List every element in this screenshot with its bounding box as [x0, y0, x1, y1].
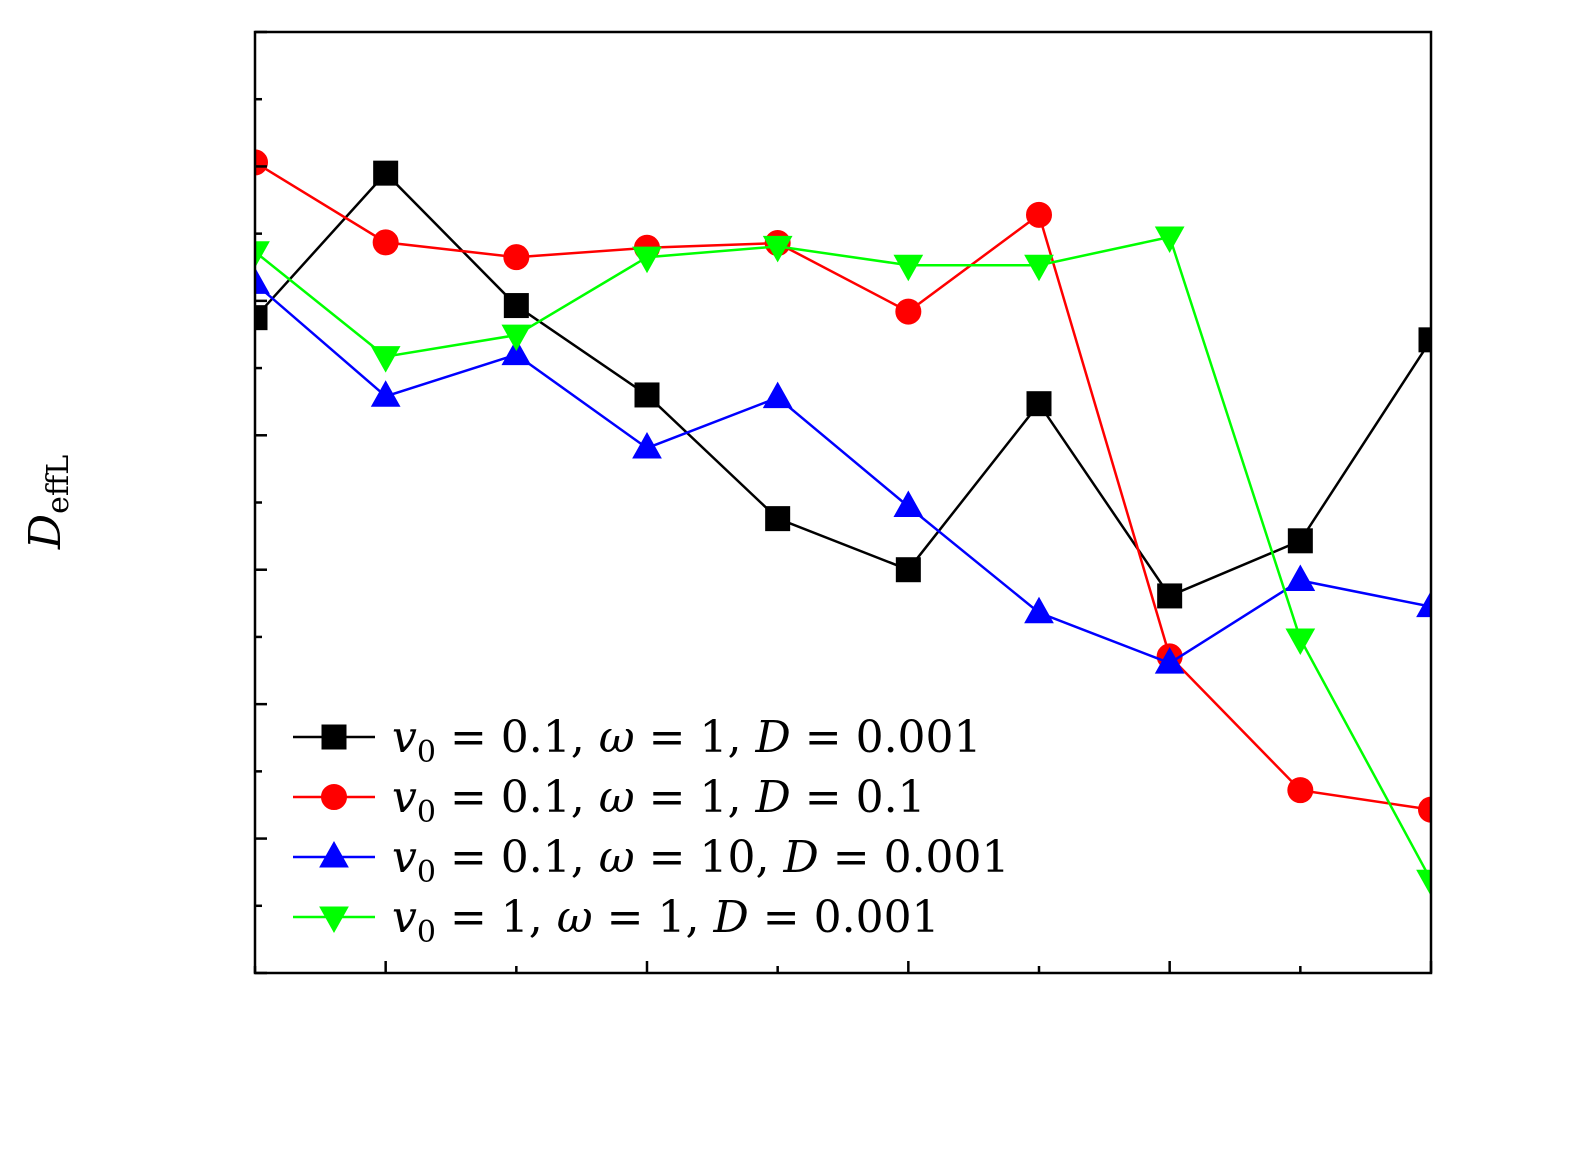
series-2-point	[1026, 201, 1052, 228]
series-3-point	[1285, 564, 1316, 591]
series-4-point	[1154, 226, 1185, 254]
series-3-point	[1416, 590, 1431, 618]
series-1-point	[255, 305, 268, 331]
series-2-point	[1287, 777, 1314, 804]
series-3-point	[501, 338, 532, 366]
legend-label-4: v0 = 1, ω = 1, D = 0.001	[392, 892, 940, 950]
series-1-line	[255, 171, 1431, 598]
series-1-point	[634, 382, 660, 408]
series-3-point	[1024, 596, 1054, 624]
series-1-point	[373, 160, 399, 186]
series-3-point	[255, 267, 270, 294]
series-3-point	[1154, 647, 1185, 674]
legend-marker-4	[319, 906, 349, 934]
series-4-point	[370, 346, 401, 373]
series-4-point	[762, 235, 793, 263]
series-4-point	[1285, 628, 1316, 655]
legend-marker-3	[319, 840, 349, 868]
series-2-point	[503, 244, 530, 271]
series-2-line	[255, 161, 1431, 811]
legend-marker-2	[321, 784, 347, 810]
series-4-point	[1416, 869, 1431, 897]
series-3-point	[893, 490, 924, 518]
series-3-point	[762, 381, 793, 409]
legend-marker-1	[321, 724, 347, 750]
series-3-point	[632, 432, 662, 459]
series-3-line	[255, 282, 1431, 665]
series-4-line	[255, 235, 1431, 881]
series-2-point	[372, 229, 399, 256]
series-1-point	[1157, 583, 1183, 609]
series-1-point	[503, 293, 529, 319]
series-1-point	[1418, 327, 1431, 353]
legend-label-3: v0 = 0.1, ω = 10, D = 0.001	[392, 832, 1010, 890]
legend-label-1: v0 = 0.1, ω = 1, D = 0.001	[392, 712, 982, 770]
series-4-point	[893, 254, 924, 282]
series-4-point	[1024, 254, 1054, 282]
y-axis-title: DeffL	[20, 455, 76, 550]
series-1-point	[765, 506, 791, 532]
series-1-point	[895, 557, 921, 583]
series-4-point	[255, 241, 270, 268]
series-1-point	[1026, 391, 1052, 417]
series-4-point	[632, 246, 662, 274]
legend-label-2: v0 = 0.1, ω = 1, D = 0.1	[392, 772, 926, 830]
series-1-point	[1287, 528, 1313, 554]
series-2-point	[1418, 796, 1431, 823]
series-2-point	[895, 298, 922, 325]
series-4-point	[501, 324, 532, 352]
series-2-point	[255, 149, 268, 176]
series-3-point	[370, 380, 401, 407]
